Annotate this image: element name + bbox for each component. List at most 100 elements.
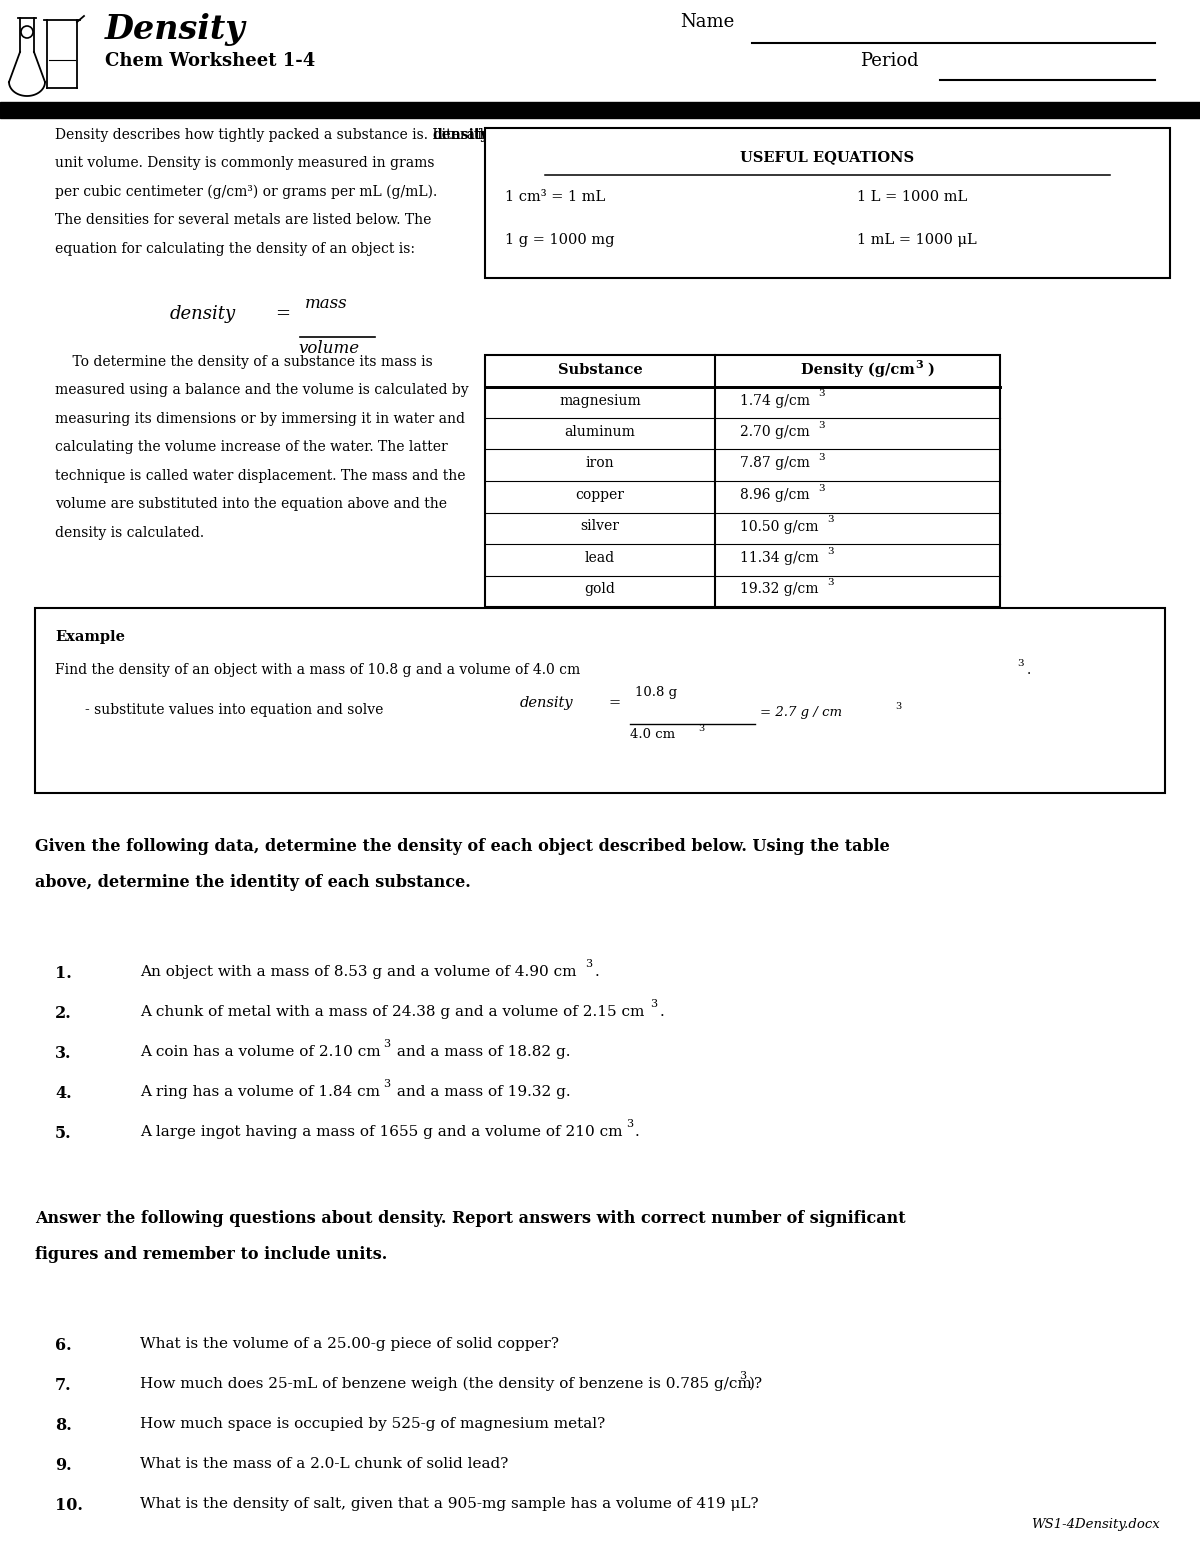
Text: 3: 3 bbox=[1018, 658, 1024, 668]
Text: Find the density of an object with a mass of 10.8 g and a volume of 4.0 cm: Find the density of an object with a mas… bbox=[55, 663, 581, 677]
Text: equation for calculating the density of an object is:: equation for calculating the density of … bbox=[55, 242, 415, 256]
Text: 7.87 g/cm: 7.87 g/cm bbox=[740, 457, 810, 471]
Text: 5.: 5. bbox=[55, 1124, 72, 1141]
Text: Name: Name bbox=[680, 12, 734, 31]
Text: 4.0 cm: 4.0 cm bbox=[630, 728, 676, 741]
Text: lead: lead bbox=[584, 551, 616, 565]
Text: 11.34 g/cm: 11.34 g/cm bbox=[740, 551, 818, 565]
Text: 10.8 g: 10.8 g bbox=[635, 686, 677, 699]
Text: How much space is occupied by 525-g of magnesium metal?: How much space is occupied by 525-g of m… bbox=[140, 1416, 605, 1430]
Text: A chunk of metal with a mass of 24.38 g and a volume of 2.15 cm: A chunk of metal with a mass of 24.38 g … bbox=[140, 1005, 644, 1019]
Text: 1 L = 1000 mL: 1 L = 1000 mL bbox=[858, 189, 967, 203]
Text: 3: 3 bbox=[827, 516, 834, 525]
Bar bbox=[485, 127, 1170, 278]
Text: above, determine the identity of each substance.: above, determine the identity of each su… bbox=[35, 874, 470, 891]
Text: 3: 3 bbox=[827, 579, 834, 587]
Bar bbox=[35, 609, 1165, 794]
Text: .: . bbox=[659, 1005, 664, 1019]
Text: 19.32 g/cm: 19.32 g/cm bbox=[740, 582, 818, 596]
Text: unit volume. Density is commonly measured in grams: unit volume. Density is commonly measure… bbox=[55, 157, 434, 171]
Text: per cubic centimeter (g/cm³) or grams per mL (g/mL).: per cubic centimeter (g/cm³) or grams pe… bbox=[55, 185, 437, 199]
Text: What is the volume of a 25.00-g piece of solid copper?: What is the volume of a 25.00-g piece of… bbox=[140, 1337, 559, 1351]
Bar bbox=[485, 356, 1000, 607]
Text: and a mass of 19.32 g.: and a mass of 19.32 g. bbox=[392, 1086, 571, 1100]
Text: calculating the volume increase of the water. The latter: calculating the volume increase of the w… bbox=[55, 441, 448, 455]
Text: and a mass of 18.82 g.: and a mass of 18.82 g. bbox=[392, 1045, 570, 1059]
Text: measured using a balance and the volume is calculated by: measured using a balance and the volume … bbox=[55, 384, 469, 398]
Text: 3: 3 bbox=[383, 1039, 390, 1048]
Text: Period: Period bbox=[860, 51, 919, 70]
Text: .: . bbox=[594, 964, 599, 978]
Text: Answer the following questions about density. Report answers with correct number: Answer the following questions about den… bbox=[35, 1210, 906, 1227]
Text: Density describes how tightly packed a substance is. Literally,: Density describes how tightly packed a s… bbox=[55, 127, 499, 141]
Text: 10.: 10. bbox=[55, 1497, 83, 1514]
Text: .: . bbox=[1027, 663, 1031, 677]
Text: 4.: 4. bbox=[55, 1086, 72, 1103]
Text: The densities for several metals are listed below. The: The densities for several metals are lis… bbox=[55, 213, 431, 227]
Text: =: = bbox=[608, 696, 620, 710]
Text: 1.74 g/cm: 1.74 g/cm bbox=[740, 393, 810, 407]
Text: 3: 3 bbox=[818, 452, 824, 461]
Text: density: density bbox=[432, 127, 488, 141]
Text: volume: volume bbox=[298, 340, 359, 357]
Text: Given the following data, determine the density of each object described below. : Given the following data, determine the … bbox=[35, 839, 889, 856]
Text: 3: 3 bbox=[818, 390, 824, 399]
Text: A coin has a volume of 2.10 cm: A coin has a volume of 2.10 cm bbox=[140, 1045, 380, 1059]
Text: 2.70 g/cm: 2.70 g/cm bbox=[740, 426, 810, 439]
Text: Chem Worksheet 1-4: Chem Worksheet 1-4 bbox=[106, 51, 316, 70]
Text: How much does 25-mL of benzene weigh (the density of benzene is 0.785 g/cm: How much does 25-mL of benzene weigh (th… bbox=[140, 1378, 751, 1391]
Text: ): ) bbox=[928, 363, 935, 377]
Text: WS1-4Density.docx: WS1-4Density.docx bbox=[1031, 1517, 1160, 1531]
Text: A ring has a volume of 1.84 cm: A ring has a volume of 1.84 cm bbox=[140, 1086, 380, 1100]
Text: 2.: 2. bbox=[55, 1005, 72, 1022]
Text: gold: gold bbox=[584, 582, 616, 596]
Text: 3: 3 bbox=[827, 547, 834, 556]
Text: 1 mL = 1000 μL: 1 mL = 1000 μL bbox=[858, 233, 977, 247]
Text: 3: 3 bbox=[626, 1120, 634, 1129]
Text: To determine the density of a substance its mass is: To determine the density of a substance … bbox=[55, 356, 433, 370]
Text: 7.: 7. bbox=[55, 1378, 72, 1395]
Text: 3: 3 bbox=[895, 702, 901, 711]
Text: density: density bbox=[170, 304, 236, 323]
Text: 3: 3 bbox=[586, 960, 593, 969]
Text: 3: 3 bbox=[650, 999, 658, 1009]
Text: 9.: 9. bbox=[55, 1457, 72, 1474]
Text: silver: silver bbox=[581, 520, 619, 534]
Text: iron: iron bbox=[586, 457, 614, 471]
Text: 1.: 1. bbox=[55, 964, 72, 981]
Text: Density (g/cm: Density (g/cm bbox=[800, 363, 914, 377]
Text: technique is called water displacement. The mass and the: technique is called water displacement. … bbox=[55, 469, 466, 483]
Text: 1 cm³ = 1 mL: 1 cm³ = 1 mL bbox=[505, 189, 605, 203]
Text: figures and remember to include units.: figures and remember to include units. bbox=[35, 1246, 388, 1263]
Text: 6.: 6. bbox=[55, 1337, 72, 1354]
Text: 3: 3 bbox=[818, 421, 824, 430]
Text: 3: 3 bbox=[916, 359, 923, 370]
Text: density is calculated.: density is calculated. bbox=[55, 526, 204, 540]
Text: 8.: 8. bbox=[55, 1416, 72, 1433]
Text: =: = bbox=[275, 304, 290, 323]
Text: mass: mass bbox=[305, 295, 348, 312]
Text: aluminum: aluminum bbox=[564, 426, 636, 439]
Bar bbox=[0, 102, 1200, 118]
Text: )?: )? bbox=[749, 1378, 762, 1391]
Text: .: . bbox=[635, 1124, 640, 1138]
Text: What is the mass of a 2.0-L chunk of solid lead?: What is the mass of a 2.0-L chunk of sol… bbox=[140, 1457, 509, 1471]
Text: copper: copper bbox=[576, 488, 624, 502]
Text: 10.50 g/cm: 10.50 g/cm bbox=[740, 520, 818, 534]
Text: 3.: 3. bbox=[55, 1045, 72, 1062]
Text: = 2.7 g / cm: = 2.7 g / cm bbox=[760, 707, 842, 719]
Text: A large ingot having a mass of 1655 g and a volume of 210 cm: A large ingot having a mass of 1655 g an… bbox=[140, 1124, 623, 1138]
Text: 3: 3 bbox=[698, 724, 704, 733]
Text: 1 g = 1000 mg: 1 g = 1000 mg bbox=[505, 233, 614, 247]
Text: USEFUL EQUATIONS: USEFUL EQUATIONS bbox=[740, 151, 914, 165]
Text: 3: 3 bbox=[739, 1371, 746, 1381]
Text: is the mass of an object per: is the mass of an object per bbox=[473, 127, 672, 141]
Text: measuring its dimensions or by immersing it in water and: measuring its dimensions or by immersing… bbox=[55, 412, 466, 426]
Text: Example: Example bbox=[55, 631, 125, 644]
Text: magnesium: magnesium bbox=[559, 393, 641, 407]
Text: - substitute values into equation and solve: - substitute values into equation and so… bbox=[85, 704, 383, 717]
Text: volume are substituted into the equation above and the: volume are substituted into the equation… bbox=[55, 497, 446, 511]
Text: Substance: Substance bbox=[558, 363, 642, 377]
Text: 3: 3 bbox=[818, 485, 824, 492]
Text: 8.96 g/cm: 8.96 g/cm bbox=[740, 488, 810, 502]
